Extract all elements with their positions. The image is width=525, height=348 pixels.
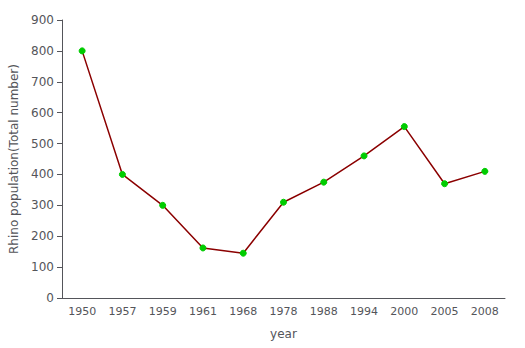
svg-text:1959: 1959 [149, 305, 177, 318]
svg-text:year: year [270, 327, 297, 341]
svg-text:800: 800 [31, 44, 54, 58]
svg-text:700: 700 [31, 75, 54, 89]
svg-text:1978: 1978 [270, 305, 298, 318]
svg-text:1968: 1968 [229, 305, 257, 318]
svg-text:0: 0 [46, 291, 54, 305]
svg-text:400: 400 [31, 167, 54, 181]
svg-text:1994: 1994 [350, 305, 378, 318]
svg-text:2008: 2008 [471, 305, 499, 318]
svg-text:2005: 2005 [431, 305, 459, 318]
svg-text:200: 200 [31, 229, 54, 243]
svg-text:1950: 1950 [68, 305, 96, 318]
svg-text:Rhino population(Total number): Rhino population(Total number) [7, 64, 21, 254]
svg-text:500: 500 [31, 137, 54, 151]
svg-text:900: 900 [31, 13, 54, 27]
svg-text:2000: 2000 [390, 305, 418, 318]
svg-text:1961: 1961 [189, 305, 217, 318]
svg-text:100: 100 [31, 260, 54, 274]
svg-text:1957: 1957 [108, 305, 136, 318]
svg-text:1988: 1988 [310, 305, 338, 318]
svg-text:300: 300 [31, 198, 54, 212]
svg-text:600: 600 [31, 106, 54, 120]
